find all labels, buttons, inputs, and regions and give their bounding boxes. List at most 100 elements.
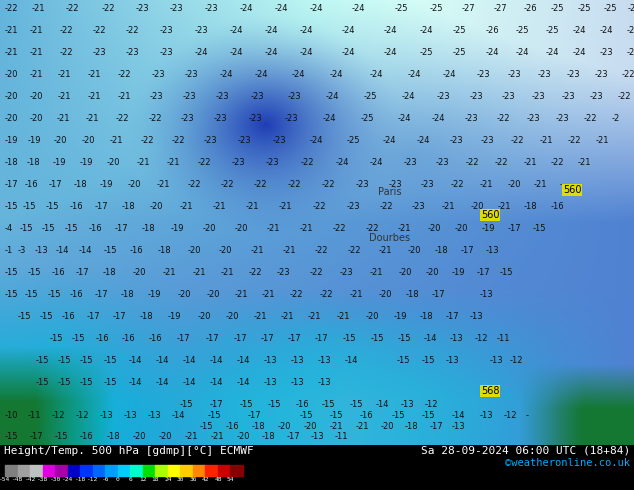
Text: -24: -24 bbox=[230, 25, 243, 35]
Text: -21: -21 bbox=[58, 70, 72, 79]
Text: -21: -21 bbox=[480, 180, 493, 189]
Text: -18: -18 bbox=[107, 432, 120, 441]
Text: -11: -11 bbox=[497, 334, 510, 343]
Text: -10: -10 bbox=[5, 412, 18, 420]
Text: -24: -24 bbox=[330, 70, 344, 79]
Text: -25: -25 bbox=[627, 25, 634, 35]
Text: -13: -13 bbox=[264, 356, 278, 365]
Text: -26: -26 bbox=[486, 25, 500, 35]
Text: -21: -21 bbox=[534, 180, 548, 189]
Text: -21: -21 bbox=[167, 158, 181, 167]
Text: -42: -42 bbox=[25, 477, 36, 482]
Text: -15: -15 bbox=[343, 334, 356, 343]
Text: -14: -14 bbox=[79, 246, 93, 255]
Text: -25: -25 bbox=[604, 3, 618, 13]
Text: -24: -24 bbox=[326, 92, 339, 101]
Text: -22: -22 bbox=[568, 136, 581, 145]
Text: -11: -11 bbox=[28, 412, 41, 420]
Text: 560: 560 bbox=[481, 210, 499, 221]
Text: -17: -17 bbox=[115, 224, 129, 233]
Text: -24: -24 bbox=[265, 25, 278, 35]
Text: -13: -13 bbox=[480, 290, 494, 299]
Text: -21: -21 bbox=[262, 290, 276, 299]
Text: -24: -24 bbox=[370, 70, 384, 79]
Text: -24: -24 bbox=[220, 70, 233, 79]
Bar bbox=[205, 465, 218, 476]
Text: -23: -23 bbox=[595, 70, 609, 79]
Text: -19: -19 bbox=[100, 180, 113, 189]
Text: -23: -23 bbox=[508, 70, 522, 79]
Text: -20: -20 bbox=[107, 158, 120, 167]
Text: -18: -18 bbox=[75, 477, 86, 482]
Text: -13: -13 bbox=[452, 422, 465, 431]
Text: -12: -12 bbox=[510, 356, 524, 365]
Text: -21: -21 bbox=[185, 432, 198, 441]
Text: Paris: Paris bbox=[378, 187, 402, 197]
Text: -21: -21 bbox=[267, 224, 280, 233]
Text: -23: -23 bbox=[150, 92, 164, 101]
Text: -15: -15 bbox=[104, 356, 117, 365]
Text: -15: -15 bbox=[500, 268, 514, 277]
Text: -22: -22 bbox=[315, 246, 328, 255]
Text: -24: -24 bbox=[408, 70, 422, 79]
Text: -20: -20 bbox=[471, 202, 484, 211]
Text: -18: -18 bbox=[435, 246, 449, 255]
Text: -15: -15 bbox=[533, 224, 547, 233]
Text: -18: -18 bbox=[103, 268, 117, 277]
Bar bbox=[218, 465, 231, 476]
Text: -23: -23 bbox=[249, 114, 262, 122]
Text: -21: -21 bbox=[246, 202, 259, 211]
Bar bbox=[42, 465, 55, 476]
Text: -23: -23 bbox=[232, 158, 245, 167]
Text: -17: -17 bbox=[461, 246, 475, 255]
Text: -15: -15 bbox=[208, 412, 221, 420]
Text: -13: -13 bbox=[291, 356, 304, 365]
Text: -23: -23 bbox=[527, 114, 541, 122]
Text: -21: -21 bbox=[356, 422, 370, 431]
Text: -14: -14 bbox=[129, 356, 143, 365]
Text: -22: -22 bbox=[93, 25, 107, 35]
Text: -19: -19 bbox=[482, 224, 496, 233]
Text: -24: -24 bbox=[573, 25, 586, 35]
Text: -16: -16 bbox=[96, 334, 110, 343]
Text: -12: -12 bbox=[475, 334, 489, 343]
Text: -25: -25 bbox=[395, 3, 408, 13]
Text: -23: -23 bbox=[556, 114, 569, 122]
Text: -16: -16 bbox=[80, 432, 94, 441]
Text: -22: -22 bbox=[495, 158, 508, 167]
Text: -18: -18 bbox=[140, 312, 153, 321]
Text: -22: -22 bbox=[310, 268, 323, 277]
Text: -15: -15 bbox=[5, 202, 18, 211]
Text: -21: -21 bbox=[251, 246, 264, 255]
Text: -14: -14 bbox=[237, 356, 250, 365]
Text: -23: -23 bbox=[288, 92, 302, 101]
Text: -20: -20 bbox=[159, 432, 172, 441]
Text: -15: -15 bbox=[72, 334, 86, 343]
Text: -13: -13 bbox=[486, 246, 500, 255]
Text: -21: -21 bbox=[330, 422, 344, 431]
Text: -24: -24 bbox=[230, 48, 243, 57]
Text: -14: -14 bbox=[183, 378, 197, 387]
Text: -22: -22 bbox=[198, 158, 212, 167]
Text: -12: -12 bbox=[76, 412, 89, 420]
Text: -21: -21 bbox=[110, 136, 124, 145]
Text: -15: -15 bbox=[55, 432, 68, 441]
Text: -22: -22 bbox=[188, 180, 202, 189]
Bar bbox=[168, 465, 180, 476]
Text: -22: -22 bbox=[288, 180, 302, 189]
Text: -23: -23 bbox=[470, 92, 484, 101]
Text: -13: -13 bbox=[450, 334, 463, 343]
Text: -15: -15 bbox=[28, 268, 41, 277]
Text: 12: 12 bbox=[139, 477, 146, 482]
Text: -23: -23 bbox=[502, 92, 515, 101]
Text: -13: -13 bbox=[124, 412, 138, 420]
Text: -23: -23 bbox=[389, 180, 403, 189]
Text: -12: -12 bbox=[504, 412, 517, 420]
Text: -23: -23 bbox=[437, 92, 451, 101]
Text: -25: -25 bbox=[551, 3, 564, 13]
Text: -16: -16 bbox=[122, 334, 136, 343]
Text: -24: -24 bbox=[383, 136, 396, 145]
Text: 36: 36 bbox=[189, 477, 197, 482]
Text: -23: -23 bbox=[404, 158, 418, 167]
Text: -20: -20 bbox=[30, 114, 44, 122]
